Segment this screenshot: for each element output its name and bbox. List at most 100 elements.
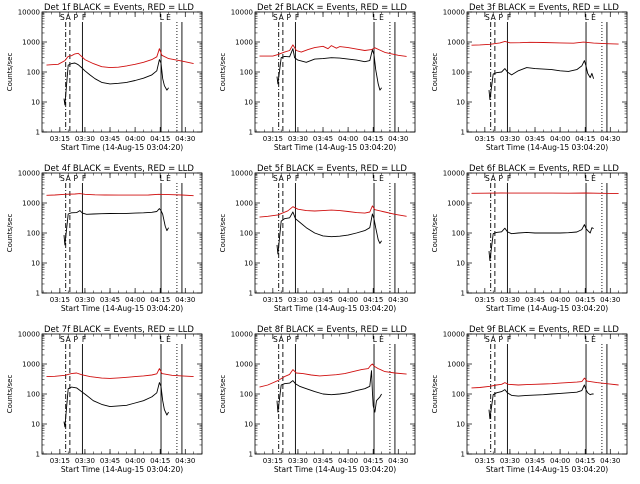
lld-series-line <box>471 40 619 46</box>
y-tick-label: 1 <box>461 129 465 137</box>
events-series-line <box>63 208 169 246</box>
x-tick-label: 04:00 <box>550 457 570 465</box>
y-tick-label: 100 <box>240 69 253 77</box>
lld-series-line <box>259 363 407 388</box>
events-series-line <box>63 59 169 106</box>
y-axis-label: Counts/sec <box>219 375 227 414</box>
x-axis-label: Start Time (14-Aug-15 03:04:20) <box>486 304 608 313</box>
y-tick-label: 10000 <box>231 170 253 178</box>
marker-letter: S <box>273 13 278 22</box>
y-axis-label: Counts/sec <box>431 375 439 414</box>
y-tick-label: 10000 <box>18 9 40 17</box>
x-tick-label: 03:30 <box>288 296 308 304</box>
y-tick-label: 1000 <box>22 200 40 208</box>
x-tick-label: 03:45 <box>525 457 545 465</box>
lld-series-line <box>46 48 194 69</box>
y-tick-label: 10000 <box>443 331 465 339</box>
y-axis-label: Counts/sec <box>431 214 439 253</box>
y-tick-label: 1000 <box>22 361 40 369</box>
marker-letter: S <box>273 335 278 344</box>
marker-letter: F <box>295 13 299 22</box>
marker-letter: P <box>286 335 291 344</box>
marker-letter: S <box>273 174 278 183</box>
lld-series-line <box>46 193 194 197</box>
detector-panel-5: Det 5f BLACK = Events, RED = LLD Counts/s… <box>219 164 416 313</box>
x-tick-label: 03:45 <box>525 296 545 304</box>
x-tick-label: 03:45 <box>313 296 333 304</box>
detector-panel-7: Det 7f BLACK = Events, RED = LLD Counts/s… <box>6 325 203 474</box>
marker-letter: A <box>66 13 72 22</box>
marker-letter: A <box>66 335 72 344</box>
x-tick-label: 03:30 <box>288 457 308 465</box>
x-axis-label: Start Time (14-Aug-15 03:04:20) <box>274 304 396 313</box>
x-tick-label: 04:15 <box>575 296 595 304</box>
y-tick-label: 100 <box>452 230 465 238</box>
x-tick-label: 04:30 <box>600 457 620 465</box>
lld-series-line <box>471 192 619 195</box>
y-tick-label: 1 <box>249 451 253 459</box>
marker-letter: P <box>73 174 78 183</box>
panel-title: Det 4f BLACK = Events, RED = LLD <box>44 164 194 174</box>
marker-letter: P <box>498 335 503 344</box>
marker-letter: L <box>373 174 378 183</box>
x-tick-label: 04:00 <box>125 135 145 143</box>
y-tick-label: 10 <box>31 421 40 429</box>
y-axis-label: Counts/sec <box>431 53 439 92</box>
x-tick-label: 04:15 <box>363 135 383 143</box>
y-tick-label: 1000 <box>22 39 40 47</box>
events-series-line <box>63 382 169 428</box>
y-axis-label: Counts/sec <box>6 214 14 253</box>
panel-title: Det 1f BLACK = Events, RED = LLD <box>44 3 194 13</box>
y-tick-label: 100 <box>452 391 465 399</box>
y-tick-label: 10 <box>31 99 40 107</box>
marker-letter: F <box>82 335 86 344</box>
marker-letter: A <box>491 335 497 344</box>
marker-letter: S <box>60 174 65 183</box>
marker-letter: E <box>591 174 596 183</box>
x-axis-label: Start Time (14-Aug-15 03:04:20) <box>61 465 183 474</box>
x-axis-label: Start Time (14-Aug-15 03:04:20) <box>61 143 183 152</box>
marker-letter: P <box>286 174 291 183</box>
y-tick-label: 10 <box>456 421 465 429</box>
detector-panel-9: Det 9f BLACK = Events, RED = LLD Counts/s… <box>431 325 628 474</box>
x-tick-label: 04:30 <box>175 457 195 465</box>
marker-letter: A <box>66 174 72 183</box>
x-tick-label: 04:00 <box>125 457 145 465</box>
events-series-line <box>488 384 594 420</box>
x-tick-label: 03:30 <box>75 457 95 465</box>
y-tick-label: 10000 <box>231 9 253 17</box>
y-tick-label: 10 <box>456 99 465 107</box>
x-tick-label: 03:15 <box>50 296 70 304</box>
x-tick-label: 04:30 <box>600 296 620 304</box>
x-tick-label: 04:00 <box>550 135 570 143</box>
x-tick-label: 03:15 <box>263 135 283 143</box>
marker-letter: A <box>279 335 285 344</box>
detector-panel-3: Det 3f BLACK = Events, RED = LLD Counts/s… <box>431 3 628 152</box>
marker-letter: A <box>279 13 285 22</box>
marker-letter: L <box>160 335 165 344</box>
y-axis-label: Counts/sec <box>219 53 227 92</box>
marker-letter: S <box>60 335 65 344</box>
x-tick-label: 04:15 <box>150 457 170 465</box>
x-tick-label: 03:30 <box>75 135 95 143</box>
marker-letter: L <box>160 174 165 183</box>
marker-letter: L <box>585 174 590 183</box>
marker-letter: F <box>507 174 511 183</box>
detector-panel-8: Det 8f BLACK = Events, RED = LLD Counts/s… <box>219 325 416 474</box>
x-tick-label: 04:15 <box>575 135 595 143</box>
marker-letter: L <box>585 13 590 22</box>
y-tick-label: 1 <box>36 451 40 459</box>
x-tick-label: 04:15 <box>150 135 170 143</box>
marker-letter: E <box>591 13 596 22</box>
y-tick-label: 1 <box>36 290 40 298</box>
y-tick-label: 10 <box>31 260 40 268</box>
x-tick-label: 03:15 <box>475 135 495 143</box>
x-tick-label: 03:30 <box>500 296 520 304</box>
marker-letter: E <box>166 174 171 183</box>
x-axis-label: Start Time (14-Aug-15 03:04:20) <box>274 143 396 152</box>
x-tick-label: 03:15 <box>475 296 495 304</box>
y-tick-label: 1000 <box>447 361 465 369</box>
y-axis-label: Counts/sec <box>6 375 14 414</box>
x-tick-label: 03:30 <box>500 457 520 465</box>
y-tick-label: 10000 <box>18 170 40 178</box>
